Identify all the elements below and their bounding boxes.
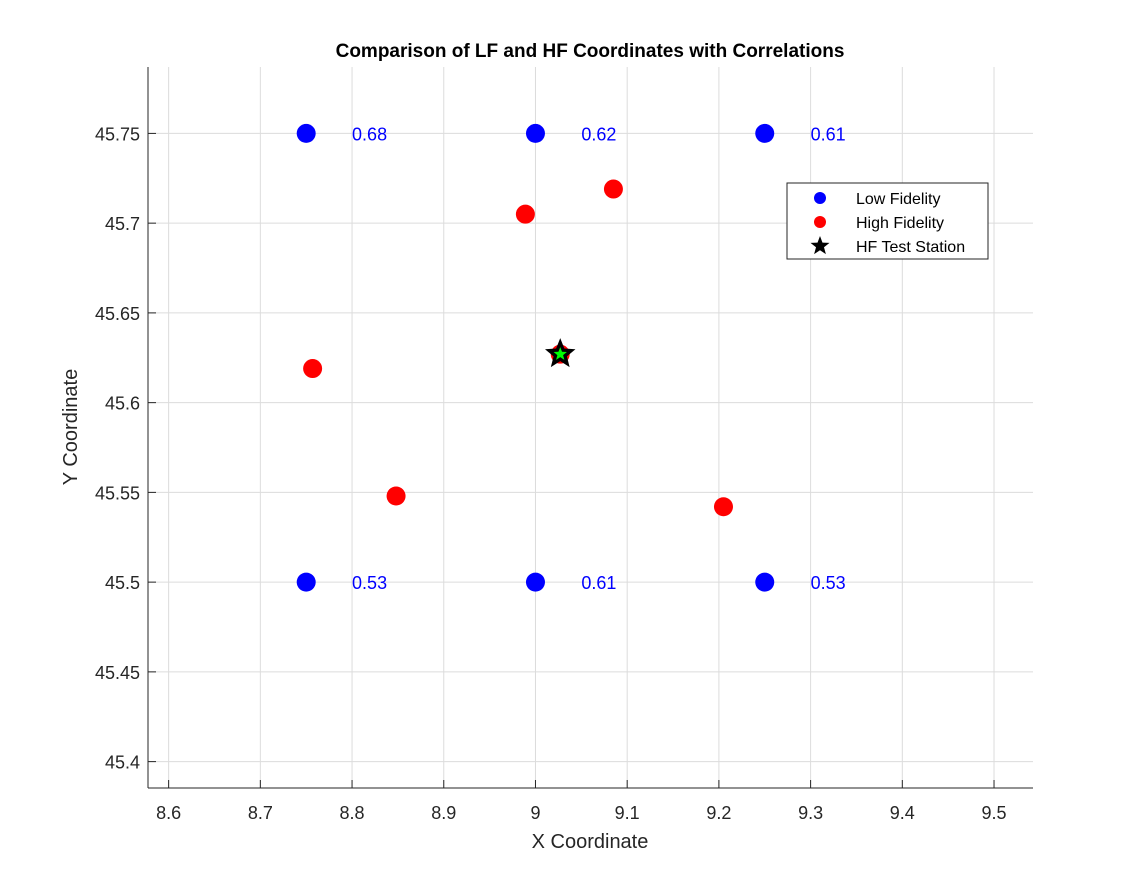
x-axis-ticks: 8.6 8.7 8.8 8.9 9 9.1 9.2 9.3 9.4 9.5: [156, 780, 1007, 823]
x-tick-label: 9: [530, 803, 540, 823]
low-fidelity-point: [755, 123, 775, 143]
y-tick-label: 45.75: [95, 124, 140, 144]
x-tick-label: 9.1: [615, 803, 640, 823]
correlation-label: 0.61: [581, 573, 616, 593]
high-fidelity-point: [303, 359, 323, 379]
legend-marker: [810, 236, 830, 255]
correlation-label: 0.53: [811, 573, 846, 593]
y-axis-ticks: 45.4 45.45 45.5 45.55 45.6 45.65 45.7 45.75: [95, 124, 156, 773]
legend: Low Fidelity High Fidelity HF Test Station: [786, 182, 989, 260]
correlation-label: 0.61: [811, 124, 846, 144]
y-tick-label: 45.5: [105, 573, 140, 593]
chart-title: Comparison of LF and HF Coordinates with…: [336, 41, 845, 62]
legend-marker: [814, 192, 826, 204]
x-tick-label: 8.8: [340, 803, 365, 823]
x-tick-label: 9.5: [982, 803, 1007, 823]
x-tick-label: 9.2: [706, 803, 731, 823]
y-tick-label: 45.4: [105, 753, 140, 773]
low-fidelity-point: [525, 572, 545, 592]
x-tick-label: 8.6: [156, 803, 181, 823]
y-tick-label: 45.6: [105, 394, 140, 414]
legend-label: High Fidelity: [856, 215, 944, 232]
correlation-label: 0.62: [581, 124, 616, 144]
low-fidelity-point: [755, 572, 775, 592]
correlation-annotations: 0.68 0.62 0.61 0.53 0.61 0.53: [352, 124, 846, 593]
low-fidelity-point: [296, 572, 316, 592]
x-tick-label: 9.4: [890, 803, 915, 823]
y-axis-label: Y Coordinate: [60, 369, 82, 485]
y-tick-label: 45.55: [95, 483, 140, 503]
legend-label: HF Test Station: [856, 239, 965, 256]
low-fidelity-point: [296, 123, 316, 143]
x-tick-label: 8.7: [248, 803, 273, 823]
x-tick-label: 8.9: [431, 803, 456, 823]
y-tick-label: 45.45: [95, 663, 140, 683]
data-marks: [296, 123, 775, 592]
plot-area: [148, 67, 1033, 788]
x-axis-label: X Coordinate: [532, 831, 649, 853]
high-fidelity-point: [603, 179, 623, 199]
low-fidelity-point: [525, 123, 545, 143]
high-fidelity-point: [386, 486, 406, 506]
axes: [147, 67, 1033, 789]
high-fidelity-point: [515, 204, 535, 224]
y-tick-label: 45.7: [105, 214, 140, 234]
legend-marker: [814, 216, 826, 228]
correlation-label: 0.68: [352, 124, 387, 144]
legend-label: Low Fidelity: [856, 191, 940, 208]
x-tick-label: 9.3: [798, 803, 823, 823]
correlation-label: 0.53: [352, 573, 387, 593]
high-fidelity-point: [713, 497, 733, 517]
hf-test-station-inner-star: [553, 347, 567, 360]
y-tick-label: 45.65: [95, 304, 140, 324]
